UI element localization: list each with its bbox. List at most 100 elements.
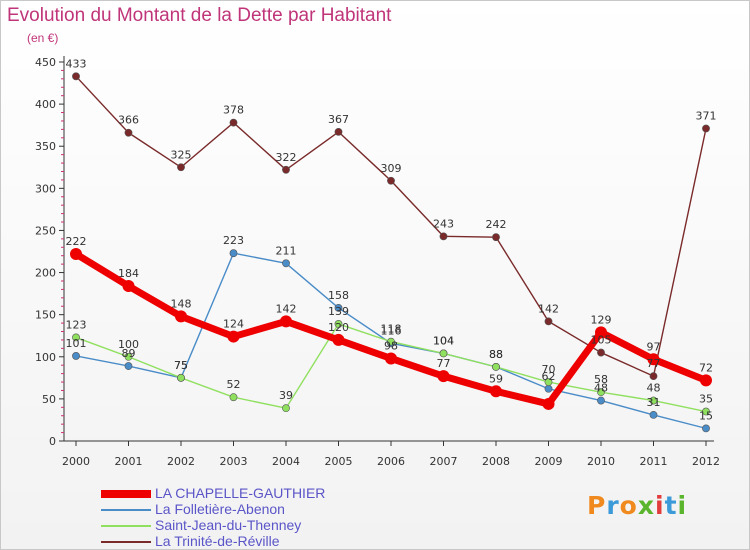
data-label: 116	[381, 324, 402, 337]
data-label: 72	[699, 361, 713, 374]
data-label: 124	[223, 318, 244, 331]
data-point	[282, 259, 290, 268]
data-point	[229, 249, 238, 258]
data-point	[597, 348, 605, 357]
data-label: 120	[328, 321, 349, 334]
data-point	[124, 352, 133, 361]
data-label: 378	[223, 104, 244, 117]
data-label: 97	[647, 340, 661, 353]
data-point	[280, 315, 292, 328]
data-point	[492, 233, 500, 242]
x-tick-label: 2009	[535, 455, 563, 468]
data-label: 184	[118, 267, 139, 280]
data-point	[229, 118, 238, 127]
data-label: 211	[276, 244, 297, 257]
data-label: 118	[381, 323, 402, 336]
x-tick-label: 2000	[62, 455, 90, 468]
data-label: 77	[437, 357, 451, 370]
data-point	[72, 333, 80, 342]
data-label: 89	[122, 347, 136, 360]
data-point	[700, 374, 712, 387]
data-point	[177, 163, 185, 172]
data-point	[595, 326, 607, 339]
data-label: 123	[66, 318, 87, 331]
data-point	[437, 370, 450, 383]
data-point	[597, 388, 605, 397]
data-label: 366	[118, 114, 139, 127]
unit-label: (en €)	[27, 31, 59, 45]
legend-label: Saint-Jean-du-Thenney	[155, 517, 302, 533]
data-label: 104	[433, 334, 454, 347]
data-label: 148	[171, 297, 192, 310]
x-tick-label: 2005	[325, 455, 353, 468]
data-label: 48	[647, 382, 661, 395]
y-tick-label: 0	[49, 435, 56, 448]
y-tick-label: 400	[35, 98, 56, 111]
data-point	[122, 280, 135, 293]
data-label: 142	[276, 302, 297, 315]
data-label: 48	[594, 382, 608, 395]
data-point	[492, 362, 500, 371]
data-label: 222	[66, 235, 87, 248]
data-point	[229, 393, 238, 402]
y-tick-label: 250	[35, 224, 56, 237]
data-label: 242	[486, 218, 507, 231]
data-point	[597, 396, 605, 405]
data-label: 325	[171, 148, 192, 161]
data-point	[385, 352, 397, 365]
data-point	[124, 362, 133, 370]
data-label: 243	[433, 217, 454, 230]
data-point	[177, 373, 185, 382]
x-tick-label: 2010	[587, 455, 615, 468]
data-label: 75	[174, 359, 188, 372]
data-label: 15	[699, 409, 713, 422]
x-tick-label: 2008	[482, 455, 510, 468]
x-tick-label: 2003	[220, 455, 248, 468]
data-label: 139	[328, 305, 349, 318]
y-tick-label: 150	[35, 309, 56, 322]
data-point	[702, 124, 710, 133]
series-points	[70, 72, 712, 433]
data-label: 322	[276, 151, 297, 164]
data-point	[490, 385, 502, 398]
data-label: 52	[227, 378, 241, 391]
data-point	[544, 384, 553, 393]
data-point	[649, 372, 658, 381]
data-point	[332, 333, 345, 346]
legend-label: La Trinité-de-Réville	[155, 533, 280, 549]
y-tick-label: 350	[35, 140, 56, 153]
data-point	[72, 352, 80, 360]
legend-label: LA CHAPELLE-GAUTHIER	[155, 485, 326, 501]
data-point	[334, 128, 343, 136]
data-label: 88	[489, 348, 503, 361]
data-point	[124, 128, 133, 137]
data-point	[70, 248, 82, 261]
data-label: 367	[328, 113, 349, 126]
data-point	[334, 320, 343, 328]
legend-swatch	[101, 541, 151, 543]
data-point	[702, 424, 710, 433]
data-label: 223	[223, 234, 244, 247]
data-point	[282, 404, 290, 413]
data-label: 433	[66, 57, 87, 70]
data-label: 77	[647, 357, 661, 370]
legend-swatch	[101, 525, 151, 527]
data-point	[439, 349, 448, 358]
x-tick-label: 2006	[377, 455, 405, 468]
x-tick-label: 2012	[692, 455, 720, 468]
data-point	[175, 310, 187, 323]
x-tick-label: 2001	[115, 455, 143, 468]
data-point	[387, 176, 395, 185]
data-point	[702, 407, 710, 416]
data-point	[544, 378, 553, 386]
y-tick-label: 450	[35, 56, 56, 69]
data-point	[542, 397, 555, 410]
data-label: 105	[591, 334, 612, 347]
data-label: 101	[66, 337, 87, 350]
data-label: 371	[696, 110, 717, 123]
x-tick-label: 2004	[272, 455, 300, 468]
data-labels: 1018975223211158116104886248311512310075…	[66, 57, 717, 422]
x-tick-label: 2007	[430, 455, 458, 468]
y-tick-label: 100	[35, 351, 56, 364]
